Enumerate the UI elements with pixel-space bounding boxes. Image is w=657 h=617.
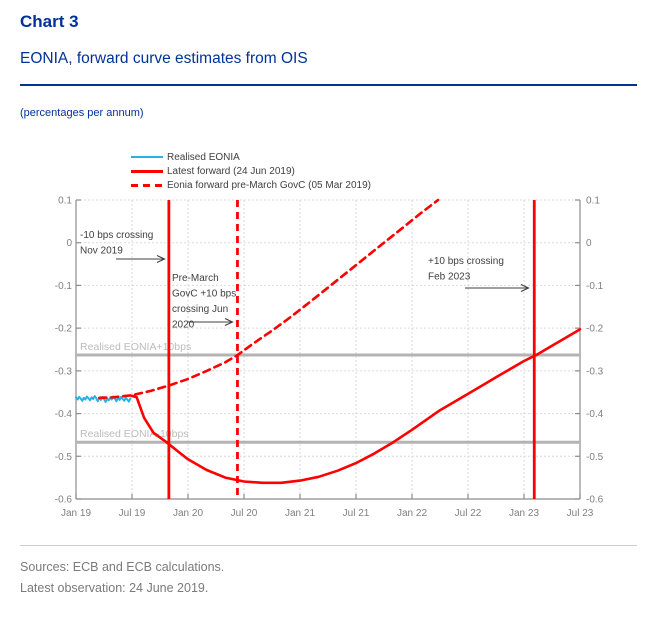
annotation: -10 bps crossing Nov 2019 [80, 230, 153, 257]
tick-label: Jan 23 [509, 508, 539, 519]
legend-label: Latest forward (24 Jun 2019) [167, 165, 295, 177]
gridlines [76, 199, 580, 499]
tick-label: -0.1 [55, 281, 73, 292]
tick-label: -0.4 [586, 409, 604, 420]
tick-label: -0.6 [586, 495, 604, 506]
tick-label: 0 [66, 238, 72, 249]
legend-item-realised-eonia: Realised EONIA [131, 150, 371, 164]
tick-label: Jul 23 [567, 508, 594, 519]
latest-forward-line-swatch [131, 169, 163, 173]
event-lines [167, 200, 536, 499]
series-realised-eonia [75, 395, 132, 403]
tick-label: Jan 22 [397, 508, 427, 519]
unit-label: (percentages per annum) [20, 107, 144, 119]
legend-label: Eonia forward pre-March GovC (05 Mar 201… [167, 179, 371, 191]
axis-labels: 0.1 0.1 0 0 -0.1 -0.1 -0.2 -0.2 -0.3 -0.3 -0.4 -0.4… [55, 196, 604, 520]
reference-lines: Realised EONIA+10bps Realised EONIA-10bps [76, 341, 580, 444]
header-rule [20, 84, 637, 86]
tick-label: -0.2 [586, 324, 604, 335]
footer-rule [20, 545, 637, 546]
tick-label: 0 [586, 238, 592, 249]
series-latest-forward [129, 328, 582, 485]
tick-label: Jan 21 [285, 508, 315, 519]
tick-label: -0.3 [55, 366, 73, 377]
chart-sources: Sources: ECB and ECB calculations. [20, 560, 225, 574]
eonia-forward-chart: 0.1 0.1 0 0 -0.1 -0.1 -0.2 -0.2 -0.3 -0.3 -0.4 -0.4… [55, 196, 604, 520]
axes [75, 199, 581, 500]
series [75, 198, 582, 485]
chart-number: Chart 3 [20, 12, 79, 31]
tick-label: -0.3 [586, 366, 604, 377]
tick-label: -0.4 [55, 409, 73, 420]
tick-label: Jan 19 [61, 508, 91, 519]
tick-label: 0.1 [586, 196, 600, 207]
realised-eonia-line-swatch [131, 156, 163, 158]
chart-legend: Realised EONIA Latest forward (24 Jun 20… [131, 150, 371, 192]
legend-item-latest-forward: Latest forward (24 Jun 2019) [131, 164, 371, 178]
tick-label: -0.5 [586, 452, 604, 463]
pre-march-forward-line-swatch [131, 183, 163, 187]
tick-label: Realised EONIA-10bps [80, 428, 189, 440]
annotations: -10 bps crossing Nov 2019 Pre-March GovC +1… [80, 230, 528, 331]
legend-label: Realised EONIA [167, 151, 240, 163]
series-eonia-forward [98, 198, 440, 400]
legend-item-pre-march-forward: Eonia forward pre-March GovC (05 Mar 201… [131, 178, 371, 192]
tick-label: -0.6 [55, 495, 73, 506]
annotation: +10 bps crossing Feb 2023 [428, 256, 504, 283]
tick-label: Realised EONIA+10bps [80, 341, 191, 353]
tick-label: Jul 19 [119, 508, 146, 519]
tick-label: 0.1 [58, 196, 72, 207]
tick-label: Jul 22 [455, 508, 482, 519]
tick-label: Jul 21 [343, 508, 370, 519]
chart-title: EONIA, forward curve estimates from OIS [20, 50, 308, 67]
tick-label: -0.2 [55, 324, 73, 335]
chart-latest-observation: Latest observation: 24 June 2019. [20, 581, 209, 595]
tick-label: Jan 20 [173, 508, 203, 519]
tick-label: -0.1 [586, 281, 604, 292]
tick-label: Jul 20 [231, 508, 258, 519]
annotation: Pre-March GovC +10 bps crossing Jun 2020 [172, 273, 236, 331]
tick-label: -0.5 [55, 452, 73, 463]
